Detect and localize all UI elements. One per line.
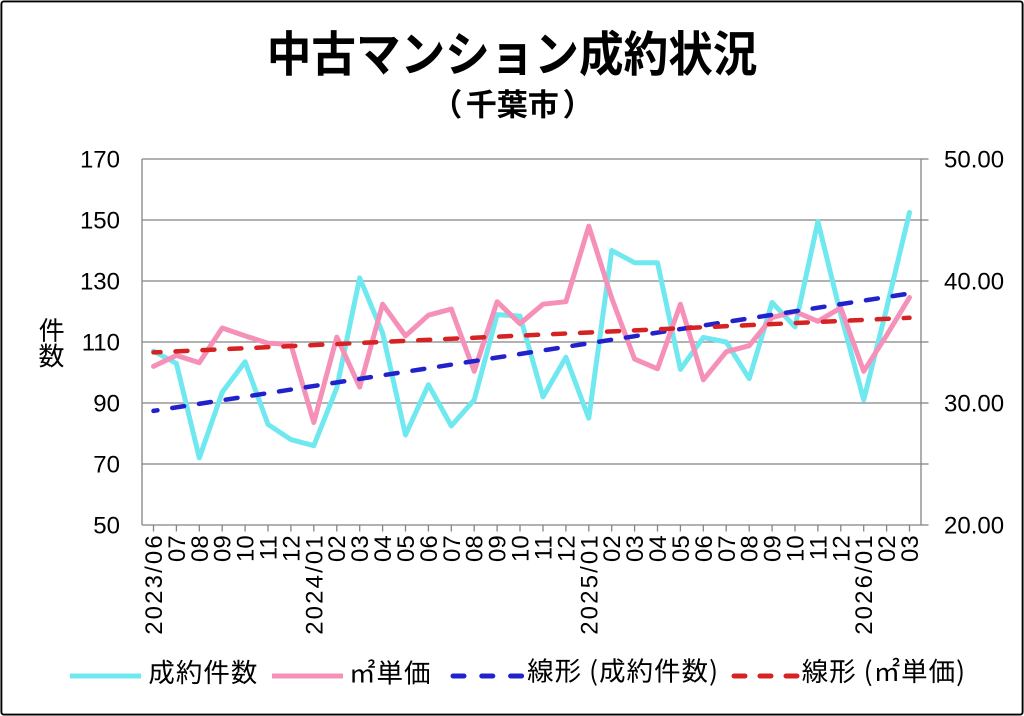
svg-text:10: 10 bbox=[783, 535, 810, 562]
svg-text:07: 07 bbox=[164, 535, 191, 562]
svg-text:08: 08 bbox=[737, 535, 764, 562]
svg-text:12: 12 bbox=[828, 535, 855, 562]
svg-text:07: 07 bbox=[439, 535, 466, 562]
svg-text:06: 06 bbox=[416, 535, 443, 562]
svg-text:10: 10 bbox=[508, 535, 535, 562]
svg-text:12: 12 bbox=[553, 535, 580, 562]
svg-text:150: 150 bbox=[80, 208, 120, 235]
svg-text:70: 70 bbox=[93, 452, 120, 479]
svg-text:20.00: 20.00 bbox=[944, 513, 1004, 540]
svg-text:2025/01: 2025/01 bbox=[576, 535, 603, 635]
svg-text:40.00: 40.00 bbox=[944, 269, 1004, 296]
svg-text:12: 12 bbox=[278, 535, 305, 562]
svg-text:130: 130 bbox=[80, 269, 120, 296]
svg-text:09: 09 bbox=[485, 535, 512, 562]
svg-text:05: 05 bbox=[393, 535, 420, 562]
svg-text:04: 04 bbox=[370, 535, 397, 562]
svg-text:2024/01: 2024/01 bbox=[301, 535, 328, 635]
svg-text:08: 08 bbox=[462, 535, 489, 562]
svg-text:05: 05 bbox=[668, 535, 695, 562]
svg-text:2023/06: 2023/06 bbox=[141, 535, 168, 635]
svg-text:110: 110 bbox=[82, 330, 120, 357]
svg-text:90: 90 bbox=[93, 391, 120, 418]
svg-text:50.00: 50.00 bbox=[944, 147, 1004, 174]
svg-text:06: 06 bbox=[691, 535, 718, 562]
svg-text:07: 07 bbox=[714, 535, 741, 562]
svg-text:02: 02 bbox=[874, 535, 901, 562]
svg-text:03: 03 bbox=[622, 535, 649, 562]
svg-text:09: 09 bbox=[760, 535, 787, 562]
svg-text:50: 50 bbox=[93, 513, 120, 540]
svg-text:10: 10 bbox=[233, 535, 260, 562]
svg-text:30.00: 30.00 bbox=[944, 391, 1004, 418]
svg-text:11: 11 bbox=[805, 535, 832, 560]
svg-text:08: 08 bbox=[187, 535, 214, 562]
svg-text:04: 04 bbox=[645, 535, 672, 562]
svg-text:02: 02 bbox=[599, 535, 626, 562]
svg-text:170: 170 bbox=[80, 147, 120, 174]
svg-text:03: 03 bbox=[347, 535, 374, 562]
svg-text:11: 11 bbox=[531, 535, 558, 560]
svg-text:11: 11 bbox=[256, 535, 283, 560]
svg-text:02: 02 bbox=[324, 535, 351, 562]
svg-text:09: 09 bbox=[210, 535, 237, 562]
svg-text:2026/01: 2026/01 bbox=[851, 535, 878, 635]
svg-text:03: 03 bbox=[897, 535, 924, 562]
